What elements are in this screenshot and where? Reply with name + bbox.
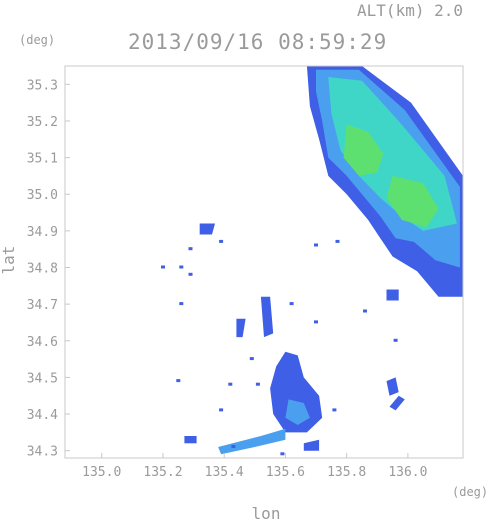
x-axis-unit: (deg) xyxy=(452,485,488,499)
echo-region-east-cell xyxy=(386,289,399,301)
echo-speck xyxy=(231,445,236,448)
timestamp-title: 2013/09/16 08:59:29 xyxy=(128,30,387,54)
y-tick-label: 34.4 xyxy=(27,408,58,423)
x-tick-label: 135.2 xyxy=(143,465,182,480)
y-tick-label: 34.9 xyxy=(27,225,58,240)
y-tick-label: 35.0 xyxy=(27,188,58,203)
echo-region-northeast-cell-south xyxy=(386,175,439,228)
echo-region-southwest-cell xyxy=(184,436,197,444)
echo-speck xyxy=(179,265,184,269)
y-tick-label: 34.6 xyxy=(27,335,58,350)
echo-region-mid-scatter-a xyxy=(260,296,274,338)
echo-speck xyxy=(280,452,285,456)
y-tick-label: 35.1 xyxy=(27,152,58,167)
x-tick-label: 135.6 xyxy=(266,465,305,480)
echo-region-southern-line xyxy=(218,428,286,455)
echo-speck xyxy=(332,408,337,412)
echo-speck xyxy=(176,379,181,383)
echo-region-northeast-cell-north xyxy=(343,124,384,176)
x-tick-label: 135.8 xyxy=(327,465,366,480)
echo-speck xyxy=(188,247,193,251)
echo-speck xyxy=(179,302,184,306)
echo-region-central-cluster xyxy=(270,351,323,433)
y-tick-label: 34.5 xyxy=(27,371,58,386)
y-tick-label: 34.7 xyxy=(27,298,58,313)
echo-speck xyxy=(249,357,254,361)
y-axis-unit: (deg) xyxy=(19,33,55,47)
y-tick-label: 35.3 xyxy=(27,78,58,93)
echo-region-mid-scatter-c xyxy=(236,318,246,338)
echo-speck xyxy=(255,382,260,386)
tick-layer: 135.0 135.2 135.4 135.6 135.8 136.0 34.3 34.4 34… xyxy=(27,78,428,480)
echo-speck xyxy=(289,302,294,306)
echo-region-south-cell xyxy=(303,439,320,451)
plot-frame xyxy=(64,65,464,459)
echo-region-mid-scatter-b xyxy=(199,223,215,235)
x-tick-label: 135.4 xyxy=(205,465,244,480)
echo-region-southeast-cell-a xyxy=(386,377,399,396)
y-tick-label: 34.8 xyxy=(27,261,58,276)
y-axis-label: lat xyxy=(0,246,18,275)
echo-speck xyxy=(393,338,398,342)
echo-speck xyxy=(335,239,340,243)
altitude-label: ALT(km) 2.0 xyxy=(357,1,463,20)
echo-speck xyxy=(228,382,233,386)
x-axis-label: lon xyxy=(252,504,281,521)
y-tick-label: 35.2 xyxy=(27,115,58,130)
echo-speck xyxy=(363,309,367,313)
echo-speck xyxy=(219,239,224,243)
echo-speck xyxy=(188,272,193,276)
echo-region-central-core xyxy=(285,399,310,425)
y-tick-label: 34.3 xyxy=(27,445,58,460)
echo-layer xyxy=(161,66,463,456)
echo-speck xyxy=(219,408,224,412)
echo-speck xyxy=(161,265,165,269)
echo-speck xyxy=(314,320,318,324)
echo-speck xyxy=(314,243,318,247)
x-tick-label: 136.0 xyxy=(388,465,427,480)
x-tick-label: 135.0 xyxy=(82,465,121,480)
echo-region-southeast-cell-b xyxy=(389,395,405,411)
